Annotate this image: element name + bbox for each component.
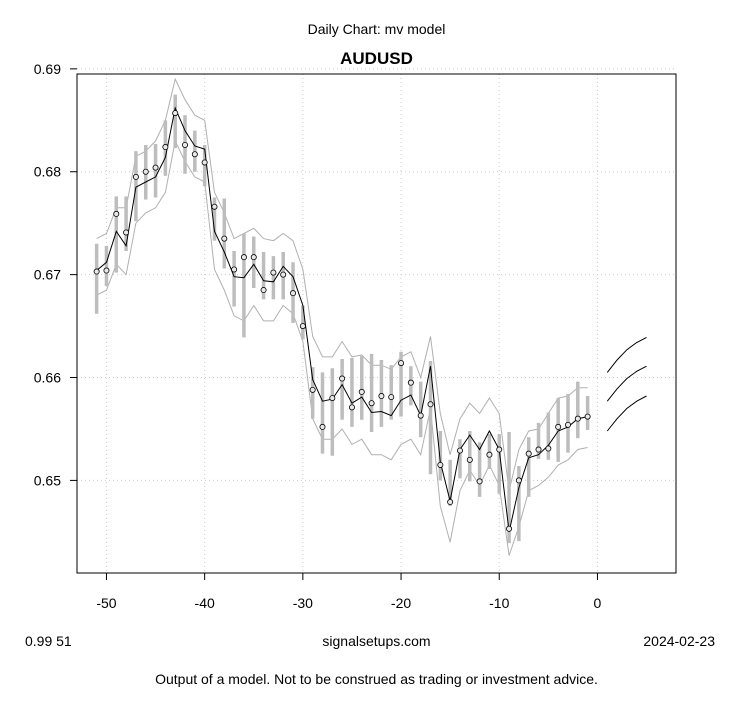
- y-axis: 0.65 0.66 0.67 0.68 0.69: [34, 61, 77, 488]
- footer-left: 0.99 51: [25, 633, 72, 649]
- close-point: [545, 445, 552, 452]
- model-line-group: [96, 106, 588, 532]
- close-point: [240, 254, 247, 261]
- x-tick-label: -20: [391, 595, 411, 611]
- confidence-band: [96, 77, 588, 556]
- close-point: [162, 144, 169, 151]
- close-point: [290, 290, 297, 297]
- close-point: [142, 168, 149, 175]
- close-point: [515, 477, 522, 484]
- close-point: [329, 395, 336, 402]
- close-point: [260, 287, 267, 294]
- close-point: [182, 141, 189, 148]
- y-tick-label: 0.66: [34, 370, 61, 386]
- close-point: [584, 413, 591, 420]
- close-point: [407, 379, 414, 386]
- close-point: [280, 271, 287, 278]
- close-point: [456, 447, 463, 454]
- close-point: [427, 401, 434, 408]
- close-point: [486, 451, 493, 458]
- close-point: [201, 159, 208, 166]
- chart-title: AUDUSD: [340, 49, 413, 68]
- y-tick-label: 0.68: [34, 164, 61, 180]
- close-point: [476, 478, 483, 485]
- forecast-line: [606, 365, 647, 402]
- close-point: [398, 360, 405, 367]
- close-point: [299, 323, 306, 330]
- close-point: [309, 386, 316, 393]
- close-point: [250, 254, 257, 261]
- close-point: [103, 267, 110, 274]
- x-tick-label: -30: [293, 595, 313, 611]
- x-tick-label: -50: [96, 595, 116, 611]
- close-point: [211, 203, 218, 210]
- range-bars: [94, 94, 590, 544]
- x-axis: -50 -40 -30 -20 -10 0: [96, 573, 602, 611]
- y-tick-label: 0.65: [34, 472, 61, 488]
- close-point: [339, 375, 346, 382]
- close-point: [368, 400, 375, 407]
- close-point: [496, 446, 503, 453]
- close-point: [221, 235, 228, 242]
- x-tick-label: -40: [195, 595, 215, 611]
- close-point: [525, 450, 532, 457]
- footer-site: signalsetups.com: [322, 633, 431, 649]
- forecast-line: [606, 395, 647, 432]
- close-point: [564, 421, 571, 428]
- close-point: [152, 164, 159, 171]
- close-point: [113, 210, 120, 217]
- close-point: [191, 151, 198, 158]
- close-point: [535, 446, 542, 453]
- chart-subtitle: Daily Chart: mv model: [307, 21, 446, 37]
- close-point: [466, 456, 473, 463]
- x-tick-label: -10: [489, 595, 509, 611]
- close-point: [319, 423, 326, 430]
- close-point: [506, 525, 513, 532]
- disclaimer: Output of a model. Not to be construed a…: [155, 671, 598, 687]
- close-point: [123, 229, 130, 236]
- close-points: [93, 110, 591, 532]
- close-point: [270, 269, 277, 276]
- close-point: [447, 499, 454, 506]
- close-point: [417, 412, 424, 419]
- band-lower-line: [96, 139, 588, 556]
- forecast-lines: [606, 336, 647, 432]
- forecast-line: [606, 336, 647, 373]
- close-point: [93, 268, 100, 275]
- y-tick-label: 0.69: [34, 61, 61, 77]
- x-tick-label: 0: [594, 595, 602, 611]
- close-point: [172, 110, 179, 117]
- close-point: [388, 394, 395, 401]
- close-point: [132, 173, 139, 180]
- band-upper-line: [96, 77, 588, 491]
- close-point: [378, 393, 385, 400]
- close-point: [555, 423, 562, 430]
- footer-date: 2024-02-23: [643, 633, 715, 649]
- close-point: [358, 388, 365, 395]
- close-point: [231, 266, 238, 273]
- y-tick-label: 0.67: [34, 267, 61, 283]
- close-point: [348, 404, 355, 411]
- close-point: [437, 461, 444, 468]
- close-point: [574, 415, 581, 422]
- model-line: [96, 106, 588, 532]
- plot-frame: [76, 73, 677, 574]
